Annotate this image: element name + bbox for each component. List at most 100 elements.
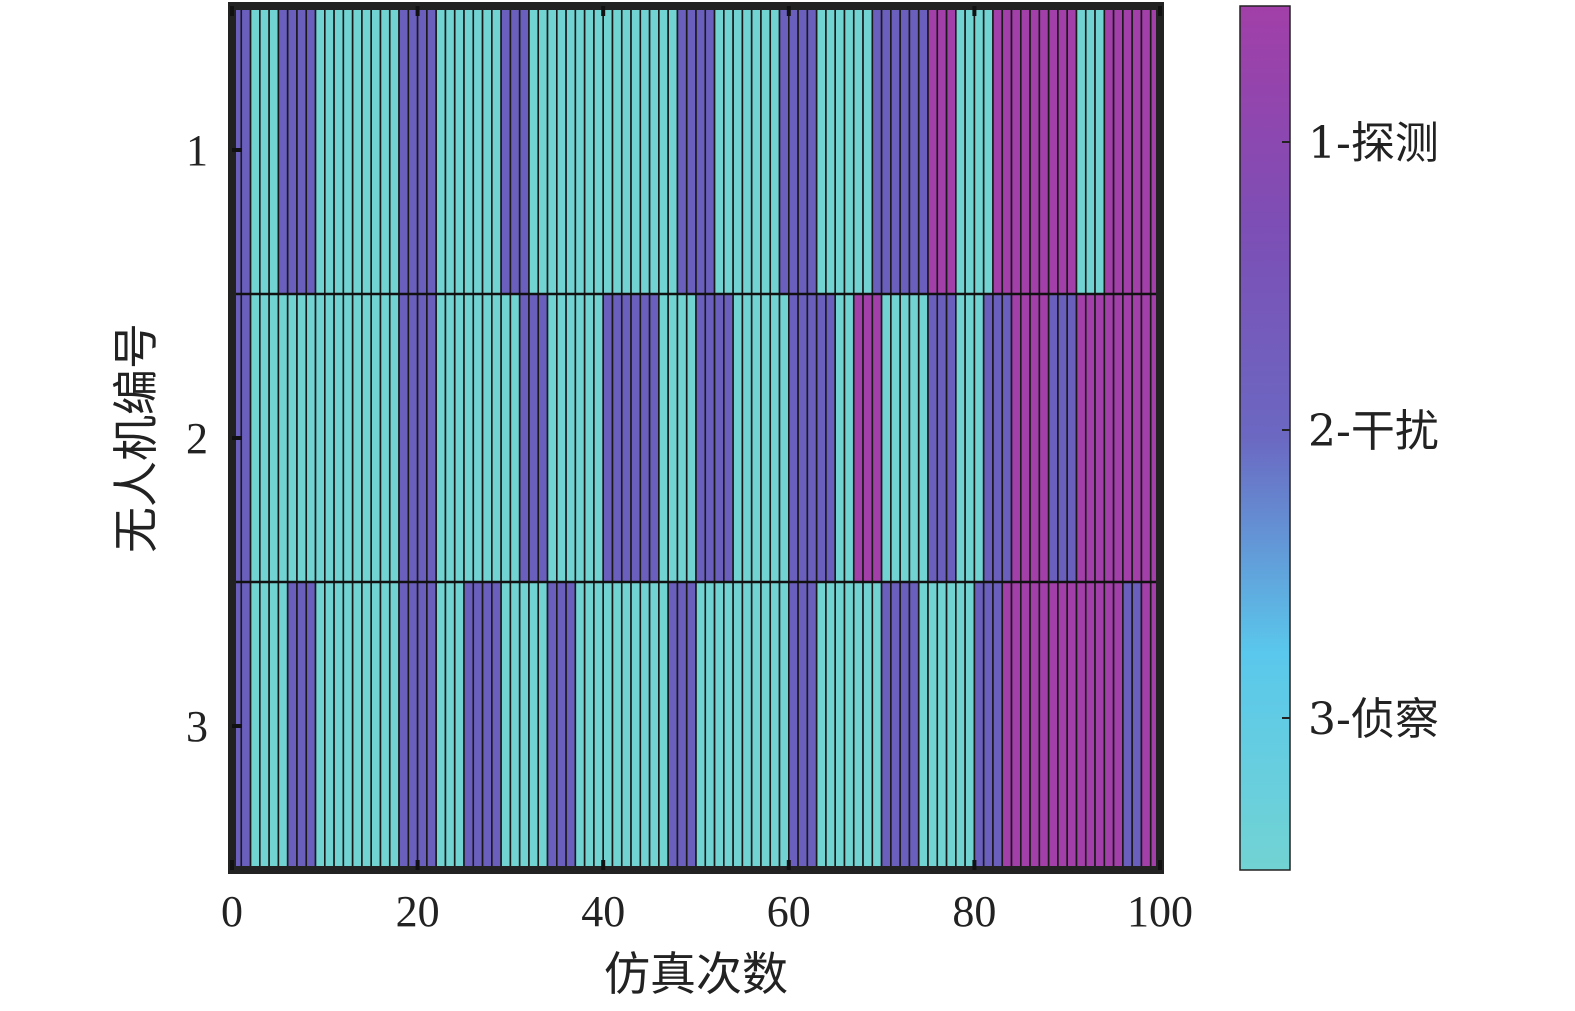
- heatmap-cell: [639, 5, 651, 295]
- heatmap-cell: [1057, 5, 1069, 295]
- heatmap-cell: [379, 5, 391, 295]
- heatmap-cell: [648, 293, 660, 583]
- heatmap-cell: [704, 293, 716, 583]
- heatmap-cell: [658, 581, 669, 871]
- heatmap-cell: [453, 293, 465, 583]
- heatmap-cell: [825, 5, 836, 295]
- heatmap-cell: [704, 5, 716, 295]
- heatmap-cell: [249, 5, 261, 295]
- heatmap-cell: [806, 5, 818, 295]
- heatmap-cell: [1122, 293, 1133, 583]
- heatmap-cell: [268, 293, 280, 583]
- heatmap-cell: [333, 581, 345, 871]
- heatmap-cell: [611, 5, 623, 295]
- heatmap-cell: [797, 581, 809, 871]
- heatmap-cell: [583, 581, 595, 871]
- heatmap-cell: [509, 293, 521, 583]
- heatmap-cell: [472, 293, 484, 583]
- heatmap-cell: [732, 5, 744, 295]
- heatmap-cell: [843, 5, 855, 295]
- heatmap-cell: [890, 293, 901, 583]
- heatmap-cell: [240, 581, 252, 871]
- heatmap-cell: [491, 5, 502, 295]
- x-tick-label: 80: [952, 887, 996, 936]
- heatmap-cell: [834, 5, 846, 295]
- heatmap-cell: [815, 293, 827, 583]
- heatmap-cell: [583, 293, 595, 583]
- heatmap-cell: [713, 293, 725, 583]
- heatmap-cell: [500, 5, 512, 295]
- x-tick-label: 20: [396, 887, 440, 936]
- heatmap-cell: [342, 5, 354, 295]
- heatmap-cell: [463, 581, 475, 871]
- heatmap-cell: [388, 5, 400, 295]
- heatmap-cell: [973, 581, 985, 871]
- heatmap-cell: [620, 293, 632, 583]
- heatmap-cell: [741, 581, 753, 871]
- heatmap-cell: [908, 581, 920, 871]
- heatmap-cell: [370, 581, 382, 871]
- heatmap-cell: [1075, 581, 1087, 871]
- x-tick-label: 60: [767, 887, 811, 936]
- heatmap-cell: [852, 5, 864, 295]
- heatmap-cell: [444, 5, 456, 295]
- heatmap-cell: [676, 581, 688, 871]
- heatmap-cell: [481, 5, 493, 295]
- heatmap-cell: [769, 5, 781, 295]
- heatmap-cell: [695, 581, 707, 871]
- y-axis-title: 无人机编号: [109, 323, 163, 553]
- heatmap-cell: [611, 293, 623, 583]
- heatmap-cell: [491, 293, 502, 583]
- heatmap-cell: [871, 293, 883, 583]
- heatmap-cell: [648, 5, 660, 295]
- heatmap-cell: [1001, 293, 1013, 583]
- heatmap-cell: [361, 581, 373, 871]
- heatmap-cell: [1057, 293, 1069, 583]
- y-tick-label: 3: [186, 702, 208, 751]
- heatmap-cell: [685, 5, 697, 295]
- heatmap-cell: [379, 581, 391, 871]
- heatmap-cell: [1019, 5, 1031, 295]
- heatmap-cell: [277, 581, 289, 871]
- heatmap-cell: [314, 5, 326, 295]
- heatmap-cell: [945, 5, 957, 295]
- heatmap-cell: [760, 293, 772, 583]
- colorbar-label: 1-探测: [1308, 118, 1439, 169]
- heatmap-cell: [351, 581, 363, 871]
- heatmap-cell: [240, 293, 252, 583]
- heatmap-cell: [992, 581, 1004, 871]
- heatmap-cell: [472, 5, 484, 295]
- heatmap-cell: [806, 293, 818, 583]
- heatmap-cell: [249, 293, 261, 583]
- heatmap-cell: [852, 581, 864, 871]
- heatmap-cell: [574, 5, 586, 295]
- heatmap-cell: [927, 293, 939, 583]
- heatmap-cell: [398, 5, 410, 295]
- y-axis: 1 2 3: [186, 126, 242, 751]
- y-tick-label: 2: [186, 414, 208, 463]
- heatmap-cell: [351, 293, 363, 583]
- heatmap-cell: [685, 293, 697, 583]
- heatmap-cell: [1122, 5, 1133, 295]
- heatmap-cell: [249, 581, 261, 871]
- heatmap-cell: [333, 5, 345, 295]
- heatmap-cell: [899, 293, 911, 583]
- heatmap-cell: [388, 581, 400, 871]
- heatmap-cell: [370, 5, 382, 295]
- heatmap-cell: [509, 5, 521, 295]
- heatmap-cell: [277, 293, 289, 583]
- heatmap-cell: [658, 5, 669, 295]
- heatmap-cell: [463, 5, 475, 295]
- heatmap-cell: [537, 581, 549, 871]
- heatmap-cell: [787, 5, 799, 295]
- heatmap-cell: [305, 5, 317, 295]
- heatmap-cell: [806, 581, 818, 871]
- heatmap-cell: [713, 5, 725, 295]
- heatmap-cell: [769, 293, 781, 583]
- heatmap-cell: [1001, 581, 1013, 871]
- heatmap-cell: [1019, 581, 1031, 871]
- heatmap-cell: [593, 5, 604, 295]
- heatmap-cell: [528, 5, 540, 295]
- heatmap-cell: [1029, 5, 1041, 295]
